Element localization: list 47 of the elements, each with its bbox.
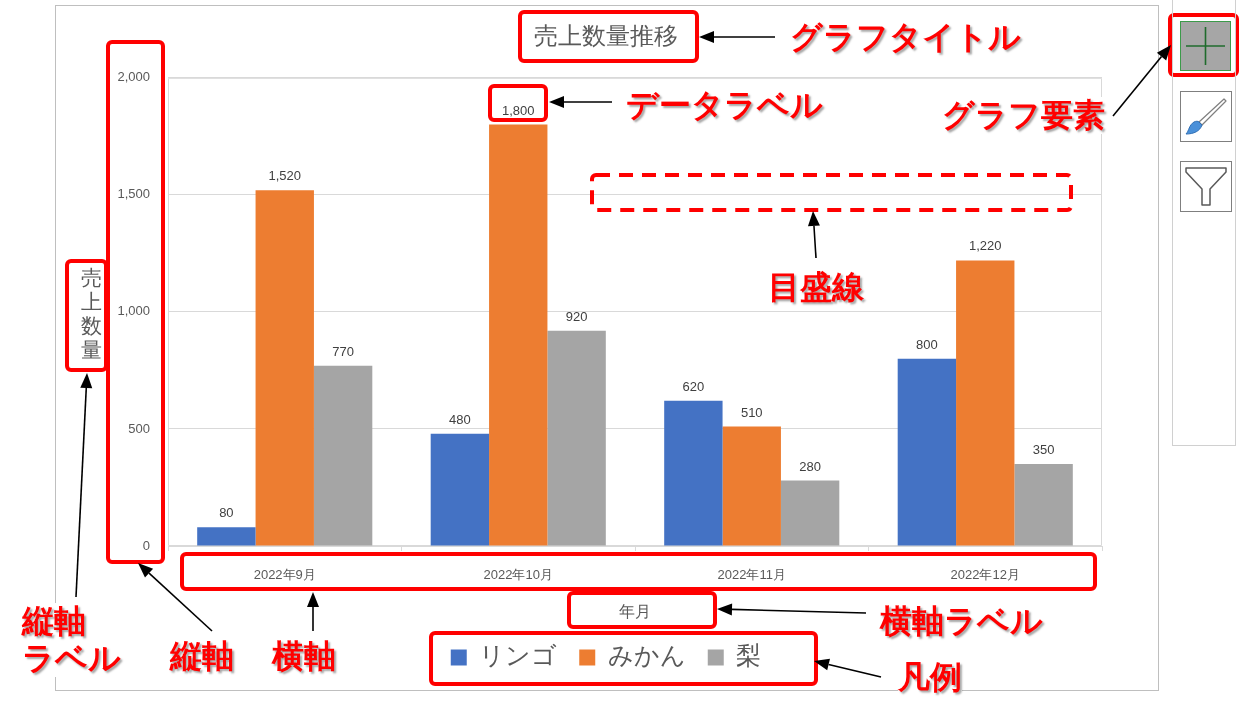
x-tick-label: 2022年11月 (717, 567, 786, 583)
x-tick-label: 2022年10月 (483, 567, 553, 583)
bar (547, 330, 606, 546)
data-label: 280 (799, 458, 821, 474)
bar (780, 480, 840, 546)
text: 横軸ラベル (880, 602, 1043, 640)
annotation: グラフ要素 (942, 96, 1105, 134)
annotation: データラベル (626, 86, 823, 124)
text: 横軸 (272, 637, 336, 675)
bar (255, 190, 314, 546)
text: 縦軸ラベル (22, 602, 121, 677)
bar (664, 400, 723, 546)
text: 縦軸 (170, 637, 234, 675)
data-label: 770 (332, 343, 354, 359)
data-label: 920 (565, 308, 588, 324)
annotation: 目盛線 (768, 268, 864, 306)
bar (430, 433, 490, 546)
y-tick-label: 2,000 (117, 69, 150, 85)
bar (956, 260, 1015, 546)
data-label: 350 (1032, 442, 1055, 458)
bar (197, 527, 256, 546)
y-tick-label: 500 (128, 420, 150, 436)
legend-label: みかん (607, 641, 686, 670)
text: 凡例 (898, 658, 962, 696)
x-axis-title: 年月 (619, 602, 651, 620)
legend-label: リンゴ (479, 641, 558, 670)
data-label: 620 (682, 378, 705, 394)
chart-title: 売上数量推移 (534, 22, 678, 50)
y-axis-title: 売上数量 (80, 266, 102, 362)
y-tick-label: 1,000 (117, 303, 150, 319)
legend-label: 梨 (736, 641, 762, 670)
data-label: 510 (740, 404, 763, 420)
data-label: 800 (916, 336, 938, 352)
data-label: 480 (449, 411, 471, 427)
text: グラフタイトル (790, 18, 1021, 56)
bar (897, 358, 957, 546)
bar (722, 426, 781, 546)
bar (1014, 464, 1073, 546)
data-label: 1,520 (268, 168, 302, 184)
x-tick-label: 2022年12月 (950, 567, 1020, 583)
data-label: 1,220 (968, 238, 1002, 254)
bar (313, 365, 373, 546)
y-tick-label: 0 (142, 537, 150, 553)
data-label: 80 (219, 505, 234, 521)
data-label: 1,800 (501, 102, 535, 118)
x-tick-label: 2022年9月 (253, 567, 316, 583)
y-tick-label: 1,500 (117, 186, 150, 202)
